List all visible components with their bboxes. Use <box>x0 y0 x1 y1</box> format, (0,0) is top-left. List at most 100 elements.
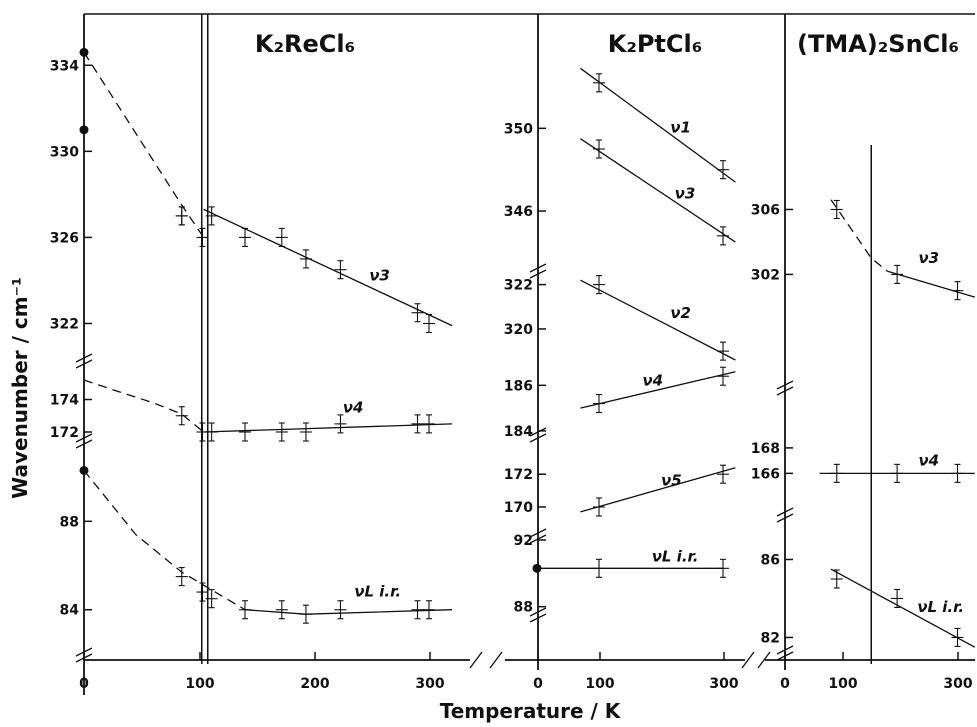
mode-label: νL i.r. <box>917 598 964 616</box>
y-tick-label: 174 <box>50 393 79 409</box>
y-axis-break-mark <box>529 613 547 623</box>
axis-segment: 346 350 ν1 ν3 <box>504 67 736 246</box>
series: ν4 <box>819 452 975 483</box>
x-tick-label: 100 <box>828 676 857 692</box>
series: ν4 <box>580 366 736 414</box>
axis-segment: 82 86 νL i.r. <box>761 552 976 648</box>
y-axis-break-mark <box>776 386 794 396</box>
fit-line <box>580 67 736 183</box>
y-tick-label: 86 <box>761 552 780 568</box>
axis-segment: 184 186 ν4 <box>504 366 736 440</box>
y-axis-break-mark <box>776 645 794 655</box>
y-axis-break-mark <box>75 653 93 663</box>
fit-line <box>580 467 736 513</box>
y-axis-title: Wavenumber / cm⁻¹ <box>8 277 32 499</box>
mode-label: ν3 <box>369 266 390 284</box>
x-axis-break-mark <box>469 651 483 669</box>
y-axis-break-mark <box>529 433 547 443</box>
dashed-fit-line <box>83 52 205 238</box>
y-axis-break-mark <box>75 439 93 449</box>
dashed-fit-line <box>83 379 205 433</box>
x-axis-break-mark <box>757 651 771 669</box>
y-tick-label: 334 <box>50 58 79 74</box>
series: ν1 <box>580 67 736 183</box>
panel-title: K₂PtCl₆ <box>608 30 703 58</box>
series <box>79 125 188 226</box>
axis-segment: 320 322 ν2 <box>504 275 736 361</box>
y-tick-label: 184 <box>504 424 533 440</box>
axis-segment: 170 172 ν5 <box>504 464 736 517</box>
series: νL i.r. <box>79 465 453 624</box>
y-tick-label: 302 <box>751 267 780 283</box>
mode-label: ν1 <box>670 118 691 136</box>
y-tick-label: 306 <box>751 202 780 218</box>
mode-label: ν3 <box>675 185 696 203</box>
y-axis-break-mark <box>776 513 794 523</box>
x-tick-label: 300 <box>415 676 444 692</box>
y-tick-label: 346 <box>504 204 533 220</box>
x-tick-label: 0 <box>533 676 543 692</box>
figure-marks: K₂ReCl₆ 0 100 200 300 322 326 330 334 ν3 172 174 ν4 8… <box>50 14 976 692</box>
y-axis-break-mark <box>529 528 547 538</box>
x-tick-label: 100 <box>585 676 614 692</box>
y-tick-label: 84 <box>60 603 80 619</box>
y-tick-label: 350 <box>504 121 533 137</box>
panel-1: K₂ReCl₆ 0 100 200 300 322 326 330 334 ν3 172 174 ν4 8… <box>50 14 453 692</box>
axis-segment: 166 168 ν4 <box>751 441 975 483</box>
y-tick-label: 82 <box>761 630 780 646</box>
fit-line <box>244 609 453 615</box>
y-axis-break-mark <box>776 380 794 390</box>
mode-label: νL i.r. <box>354 582 401 600</box>
axis-segment: 302 306 ν3 <box>751 199 975 301</box>
y-tick-label: 88 <box>514 600 533 616</box>
x-tick-label: 200 <box>300 676 329 692</box>
y-axis-break-mark <box>529 263 547 273</box>
series: ν3 <box>79 47 453 334</box>
mode-label: ν5 <box>661 472 682 490</box>
low-temperature-point <box>79 125 89 135</box>
y-axis-break-mark <box>529 534 547 544</box>
x-tick-label: 300 <box>709 676 738 692</box>
y-axis-break-mark <box>529 427 547 437</box>
mode-label: ν3 <box>918 249 939 267</box>
series: ν4 <box>83 379 453 442</box>
y-axis-break-mark <box>529 269 547 279</box>
mode-label: ν4 <box>343 399 364 417</box>
series: ν2 <box>580 275 736 361</box>
y-tick-label: 172 <box>50 425 79 441</box>
axis-segment: 88 92 νL i.r. <box>514 533 729 616</box>
y-axis-break-mark <box>75 353 93 363</box>
fit-line <box>580 138 736 243</box>
series: ν3 <box>580 138 736 246</box>
x-tick-label: 300 <box>943 676 972 692</box>
low-temperature-point <box>79 465 89 475</box>
y-axis-break-mark <box>529 607 547 617</box>
y-tick-label: 186 <box>504 378 533 394</box>
y-tick-label: 170 <box>504 500 533 516</box>
y-tick-label: 322 <box>50 316 79 332</box>
y-tick-label: 320 <box>504 322 533 338</box>
series: νL i.r. <box>830 568 976 648</box>
y-axis-break-mark <box>75 647 93 657</box>
x-axis-break-mark <box>741 651 755 669</box>
panel-2: K₂PtCl₆ 0 100 300 346 350 ν1 ν3 320 322 ν2 184 186 ν4… <box>504 30 739 692</box>
y-tick-label: 92 <box>514 533 533 549</box>
x-tick-label: 0 <box>79 676 89 692</box>
axis-segment: 172 174 ν4 <box>50 379 453 442</box>
x-axis-title: Temperature / K <box>440 699 622 723</box>
series: ν3 <box>830 199 975 301</box>
mode-label: ν4 <box>642 371 663 389</box>
dashed-fit-line <box>830 199 888 272</box>
axis-segment: 322 326 330 334 ν3 <box>50 47 453 334</box>
y-tick-label: 322 <box>504 278 533 294</box>
mode-label: νL i.r. <box>652 548 699 566</box>
y-tick-label: 166 <box>751 466 780 482</box>
x-tick-label: 0 <box>780 676 790 692</box>
y-axis-break-mark <box>75 359 93 369</box>
fit-line <box>887 270 975 298</box>
low-temperature-point <box>532 563 542 573</box>
y-tick-label: 88 <box>60 514 79 530</box>
x-tick-label: 100 <box>185 676 214 692</box>
mode-label: ν2 <box>670 304 691 322</box>
